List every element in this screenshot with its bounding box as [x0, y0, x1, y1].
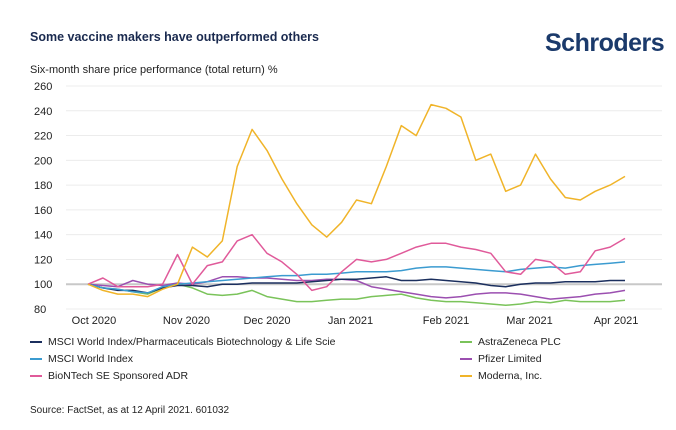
- y-tick-label: 200: [34, 155, 52, 167]
- legend-swatch: [460, 358, 472, 360]
- y-tick-label: 240: [34, 106, 52, 118]
- legend-item: AstraZeneca PLC: [460, 336, 561, 348]
- x-tick-label: Feb 2021: [423, 315, 469, 327]
- legend-label: Pfizer Limited: [478, 353, 542, 365]
- y-tick-label: 220: [34, 131, 52, 143]
- series-line-moderna-inc-: [87, 103, 626, 298]
- legend-item: Moderna, Inc.: [460, 370, 542, 382]
- legend-item: BioNTech SE Sponsored ADR: [30, 370, 188, 382]
- legend-item: Pfizer Limited: [460, 353, 542, 365]
- x-tick-label: Dec 2020: [243, 315, 290, 327]
- chart-subtitle: Six-month share price performance (total…: [30, 64, 278, 76]
- legend-label: MSCI World Index: [48, 353, 133, 365]
- series-line-biontech-se-sponsored-adr: [87, 233, 626, 292]
- x-tick-label: Oct 2020: [72, 315, 117, 327]
- legend-swatch: [460, 375, 472, 377]
- legend-swatch: [30, 358, 42, 360]
- y-tick-label: 120: [34, 254, 52, 266]
- legend-item: MSCI World Index/Pharmaceuticals Biotech…: [30, 336, 336, 348]
- legend-swatch: [30, 341, 42, 343]
- legend-swatch: [30, 375, 42, 377]
- legend-item: MSCI World Index: [30, 353, 133, 365]
- y-tick-label: 160: [34, 205, 52, 217]
- legend-label: MSCI World Index/Pharmaceuticals Biotech…: [48, 336, 336, 348]
- x-tick-label: Apr 2021: [594, 315, 639, 327]
- schroders-logo: Schroders: [545, 29, 665, 57]
- x-tick-label: Jan 2021: [328, 315, 373, 327]
- x-tick-label: Nov 2020: [163, 315, 210, 327]
- source-note: Source: FactSet, as at 12 April 2021. 60…: [30, 405, 230, 416]
- series-line-msci-world-index-pharmaceuticals-biotechnology-life-scie: [87, 276, 625, 294]
- y-tick-label: 80: [34, 304, 46, 316]
- series-line-msci-world-index: [87, 261, 626, 294]
- line-chart: 80 100 120 140 160 180 200 220 240 260 Oct 2020 Nov…: [34, 81, 662, 327]
- legend-swatch: [460, 341, 472, 343]
- y-tick-label: 140: [34, 230, 52, 242]
- legend-label: Moderna, Inc.: [478, 370, 543, 382]
- chart-title: Some vaccine makers have outperformed ot…: [30, 30, 320, 44]
- legend-label: AstraZeneca PLC: [478, 336, 561, 348]
- y-tick-label: 260: [34, 81, 52, 93]
- legend-label: BioNTech SE Sponsored ADR: [48, 370, 189, 382]
- y-tick-label: 180: [34, 180, 52, 192]
- y-tick-label: 100: [34, 279, 52, 291]
- x-tick-label: Mar 2021: [506, 315, 552, 327]
